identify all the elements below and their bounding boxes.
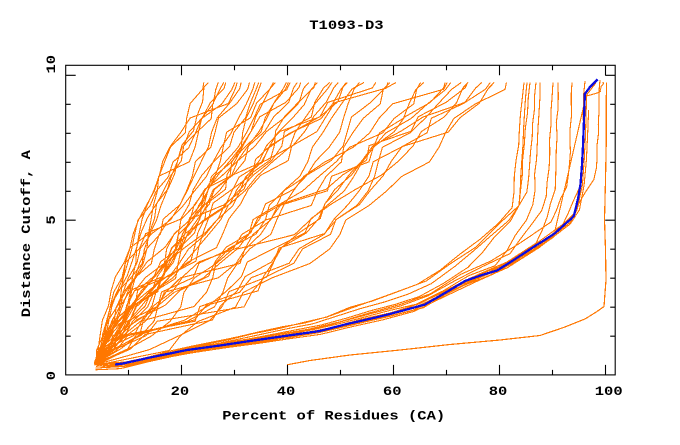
- svg-text:100: 100: [595, 385, 623, 400]
- svg-text:20: 20: [171, 385, 190, 400]
- svg-text:80: 80: [489, 385, 508, 400]
- svg-text:T1093-D3: T1093-D3: [309, 19, 383, 34]
- svg-text:60: 60: [383, 385, 402, 400]
- svg-text:10: 10: [45, 55, 60, 74]
- svg-text:0: 0: [45, 371, 60, 380]
- svg-text:5: 5: [45, 215, 60, 224]
- svg-text:Distance Cutoff, A: Distance Cutoff, A: [20, 150, 35, 318]
- svg-text:40: 40: [277, 385, 296, 400]
- svg-text:Percent of Residues (CA): Percent of Residues (CA): [222, 409, 445, 424]
- svg-text:0: 0: [59, 385, 68, 400]
